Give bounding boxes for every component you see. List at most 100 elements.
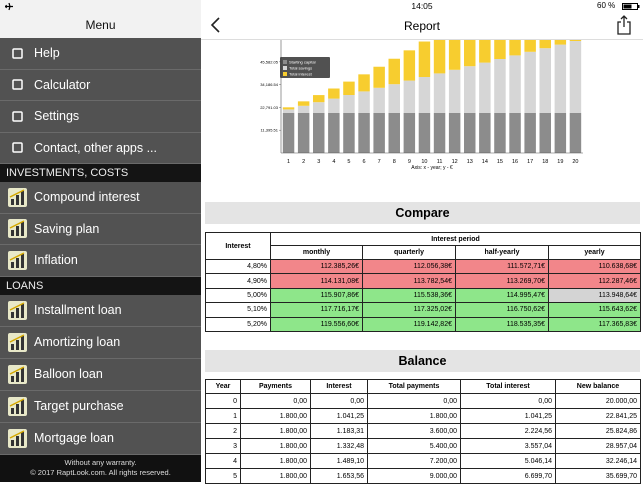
- header-cell: Interest period: [270, 232, 641, 246]
- sidebar-footer: Without any warranty. © 2017 RaptLook.com…: [0, 454, 201, 482]
- menu-title: Menu: [85, 18, 116, 32]
- table-row: 5,20% 119.556,60€ 119.142,82€ 118.535,35€ 11…: [205, 316, 641, 332]
- bar-segment: [464, 66, 476, 113]
- menu-item[interactable]: Target purchase: [0, 391, 201, 423]
- value-cell: 22.841,25: [555, 408, 641, 424]
- bar-segment: [358, 91, 370, 113]
- menu-item-label: Balloon loan: [34, 367, 103, 381]
- header-row: monthly quarterly half-yearly yearly: [206, 245, 641, 260]
- menu-item[interactable]: Inflation: [0, 245, 201, 277]
- y-tick-label: 34,186.54: [260, 82, 279, 87]
- bar-segment: [328, 98, 340, 113]
- value-cell: 110.638,68€: [548, 258, 641, 275]
- bar-segment: [343, 81, 355, 95]
- legend-swatch: [283, 72, 287, 76]
- x-tick-label: 1: [287, 159, 290, 165]
- bar-segment: [479, 40, 491, 63]
- x-tick-label: 11: [437, 159, 443, 165]
- value-cell: 7.200,00: [367, 453, 461, 469]
- interest-cell: 4,90%: [205, 273, 271, 289]
- value-cell: 1.800,00: [240, 453, 311, 469]
- bar-segment: [418, 41, 431, 77]
- value-cell: 32.246,14: [555, 453, 641, 469]
- value-cell: 117.325,02€: [362, 302, 456, 318]
- menu-item[interactable]: Mortgage loan: [0, 423, 201, 455]
- columns: [206, 380, 641, 484]
- bar-segment: [403, 80, 416, 113]
- status-time: 14:05: [411, 1, 433, 11]
- menu-item[interactable]: Saving plan: [0, 214, 201, 245]
- value-cell: 28.957,04: [555, 438, 641, 454]
- bar-segment: [343, 113, 355, 153]
- menu-icon: [8, 219, 27, 239]
- bar-segment: [509, 55, 521, 113]
- battery-icon: [622, 3, 640, 10]
- menu-item-label: Amortizing loan: [34, 335, 121, 349]
- menu-item-label: Mortgage loan: [34, 431, 114, 445]
- value-cell: 3.557,04: [460, 438, 556, 454]
- bar-segment: [433, 113, 446, 153]
- table-row: 5 1.800,00 1.653,56 9.000,00 6.699,70 35.699,…: [205, 468, 641, 484]
- bar-segment: [539, 40, 551, 49]
- menu-item[interactable]: Contact, other apps ...: [0, 133, 201, 164]
- header-cell: Total interest: [460, 379, 556, 394]
- menu-item[interactable]: Amortizing loan: [0, 327, 201, 359]
- menu-icon: [8, 250, 27, 270]
- section-header: LOANS: [0, 276, 201, 295]
- bar-segment: [343, 95, 355, 113]
- footer-line: Without any warranty.: [64, 457, 137, 467]
- menu-item[interactable]: Balloon loan: [0, 359, 201, 391]
- bar-segment: [388, 113, 400, 153]
- column: [368, 380, 461, 484]
- bar-segment: [282, 109, 295, 113]
- bar-segment: [388, 84, 400, 113]
- menu-item[interactable]: Settings: [0, 101, 201, 133]
- menu-icon: [12, 111, 23, 122]
- columns: [206, 233, 641, 332]
- balance-table: Year Payments Interest Total payments Total …: [205, 379, 641, 484]
- bar-segment: [479, 113, 491, 153]
- value-cell: 112.385,26€: [270, 258, 363, 275]
- menu-item[interactable]: Installment loan: [0, 295, 201, 327]
- bar-segment: [464, 40, 476, 67]
- share-button[interactable]: [617, 15, 631, 35]
- menu-item[interactable]: Calculator: [0, 70, 201, 101]
- value-cell: 113.782,54€: [362, 273, 456, 289]
- header-cell: Interest: [310, 379, 368, 394]
- value-cell: 1.332,48: [310, 438, 368, 454]
- header-cell: Interest: [205, 232, 271, 260]
- value-cell: 1.800,00: [367, 408, 461, 424]
- bar-segment: [569, 40, 582, 41]
- value-cell: 118.535,35€: [455, 316, 549, 332]
- bar-segment: [313, 113, 325, 153]
- value-cell: 35.699,70: [555, 468, 641, 484]
- bar-segment: [524, 40, 536, 52]
- value-cell: 1.183,31: [310, 423, 368, 439]
- section-title: Balance: [205, 350, 640, 372]
- x-tick-label: 6: [363, 159, 366, 165]
- bar-segment: [297, 105, 310, 113]
- bar-segment: [554, 113, 567, 153]
- back-button[interactable]: [209, 16, 221, 34]
- value-cell: 1.800,00: [240, 423, 311, 439]
- legend-label: Starting capital: [289, 60, 316, 65]
- value-cell: 114.131,08€: [270, 273, 363, 289]
- interest-cell: 4,80%: [205, 258, 271, 275]
- table-row: 0 0,00 0,00 0,00 0,00 20.000,00: [205, 393, 641, 409]
- x-tick-label: 15: [497, 159, 503, 165]
- x-tick-label: 19: [557, 159, 563, 165]
- bar-segment: [403, 113, 416, 153]
- value-cell: 113.948,64€: [548, 287, 641, 304]
- menu-item[interactable]: Compound interest: [0, 182, 201, 214]
- bar-segment: [433, 73, 446, 113]
- nav-title: Report: [403, 19, 441, 33]
- bar-segment: [328, 88, 340, 99]
- menu-item[interactable]: Help: [0, 38, 201, 70]
- menu-item-label: Installment loan: [34, 303, 122, 317]
- column: [461, 380, 556, 484]
- column: [271, 233, 363, 332]
- menu-item-label: Compound interest: [34, 190, 140, 205]
- bar-segment: [433, 40, 446, 74]
